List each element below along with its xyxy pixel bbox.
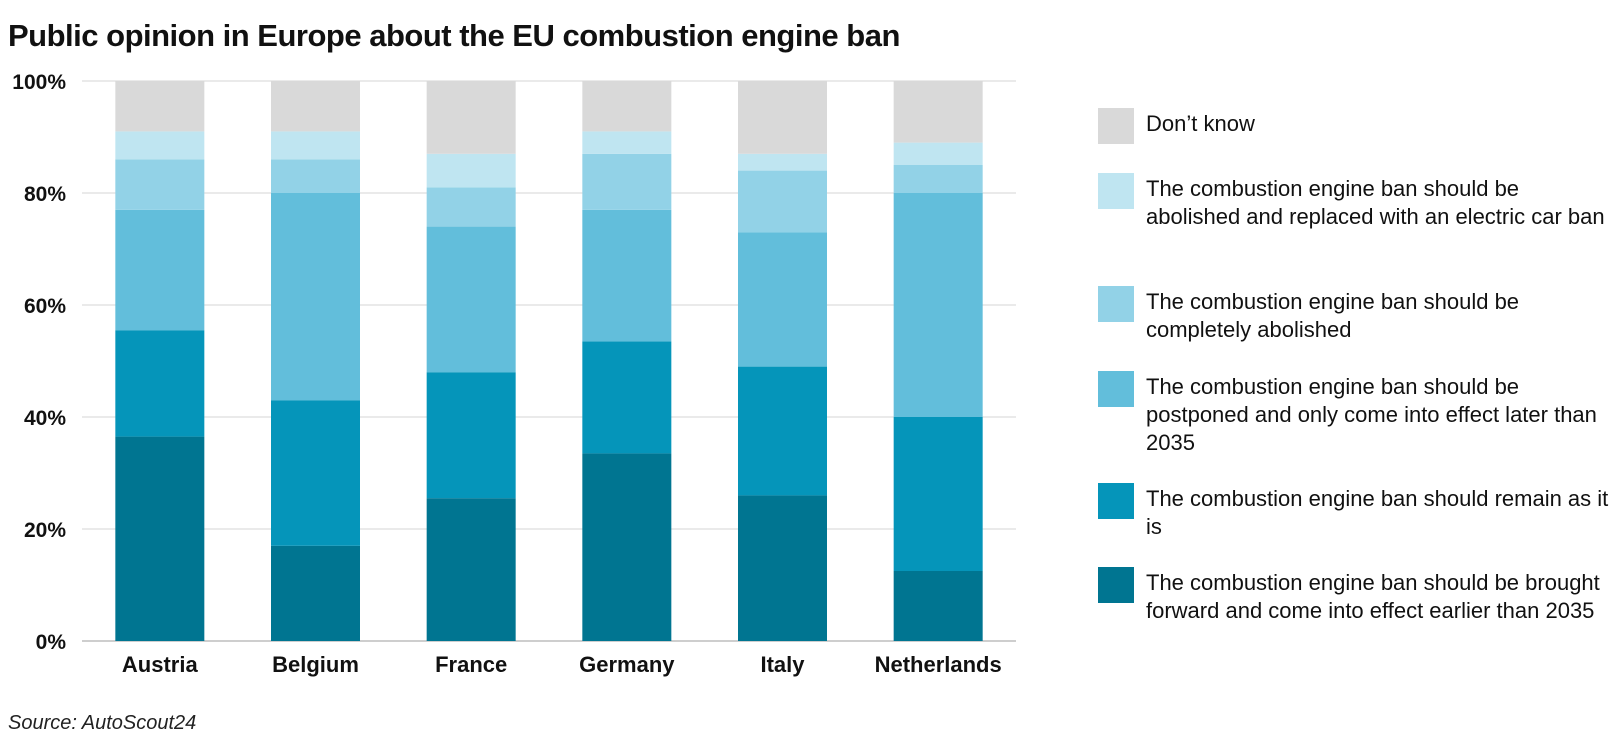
bar-segment (582, 153, 672, 210)
x-axis-category-labels: Austria Belgium France Germany Italy Netherla… (122, 652, 1002, 677)
legend-item: The combustion engine ban should be post… (1098, 371, 1616, 457)
bar-segment (271, 159, 360, 193)
bar-segment (582, 341, 672, 454)
legend-label: The combustion engine ban should be brou… (1146, 570, 1600, 623)
legend-label: The combustion engine ban should remain … (1146, 486, 1609, 539)
legend-swatch (1098, 173, 1134, 209)
bar-segment (426, 372, 516, 499)
x-category-label: Italy (760, 652, 805, 677)
y-tick-label: 40% (24, 407, 66, 430)
bar-segment (893, 193, 983, 417)
source-note: Source: AutoScout24 (8, 712, 197, 734)
bar-stacks (115, 81, 983, 641)
bar-segment (582, 81, 672, 132)
bar-stack-germany (582, 81, 672, 641)
bar-stack-france (426, 81, 516, 641)
bar-segment (271, 193, 360, 401)
legend-item: Don’t know (1098, 108, 1616, 144)
legend-label: The combustion engine ban should be abol… (1146, 176, 1605, 229)
chart-title: Public opinion in Europe about the EU co… (8, 18, 900, 53)
bar-segment (738, 495, 827, 641)
legend-label: The combustion engine ban should be post… (1146, 374, 1597, 455)
bar-segment (271, 545, 360, 641)
legend-label: Don’t know (1146, 111, 1255, 136)
bar-segment (271, 400, 360, 546)
bar-segment (115, 209, 205, 331)
bar-segment (893, 81, 983, 143)
bar-segment (738, 232, 827, 367)
bar-chart: 0% 20% 40% 60% 80% 100% Austria Belgium France G… (12, 71, 1016, 677)
bar-segment (582, 209, 672, 342)
bar-segment (426, 153, 516, 188)
bar-segment (426, 187, 516, 227)
x-category-label: Germany (579, 652, 675, 677)
legend-item: The combustion engine ban should remain … (1098, 483, 1616, 541)
bar-stack-austria (115, 81, 205, 641)
bar-segment (738, 170, 827, 233)
bar-stack-belgium (271, 81, 360, 641)
bar-segment (582, 131, 672, 154)
bar-segment (738, 153, 827, 171)
x-category-label: France (435, 652, 507, 677)
legend-item: The combustion engine ban should be abol… (1098, 173, 1616, 231)
y-tick-label: 20% (24, 519, 66, 542)
legend-item: The combustion engine ban should be comp… (1098, 286, 1616, 344)
y-tick-label: 100% (12, 71, 66, 94)
y-tick-label: 60% (24, 295, 66, 318)
legend-item: The combustion engine ban should be brou… (1098, 567, 1616, 625)
y-tick-label: 80% (24, 183, 66, 206)
bar-segment (893, 142, 983, 165)
x-category-label: Netherlands (875, 652, 1002, 677)
bar-segment (271, 81, 360, 132)
legend-swatch (1098, 108, 1134, 144)
bar-segment (738, 366, 827, 496)
bar-segment (115, 159, 205, 210)
bar-segment (115, 436, 205, 641)
bar-stack-italy (738, 81, 827, 641)
legend-swatch (1098, 371, 1134, 407)
legend-label: The combustion engine ban should be comp… (1146, 289, 1520, 342)
bar-segment (738, 81, 827, 154)
bar-segment (893, 417, 983, 571)
bar-segment (426, 81, 516, 154)
x-category-label: Austria (122, 652, 199, 677)
x-category-label: Belgium (272, 652, 359, 677)
bar-segment (271, 131, 360, 160)
gridlines (82, 80, 1016, 642)
bar-segment (115, 131, 205, 160)
bar-segment (115, 330, 205, 437)
y-tick-label: 0% (36, 631, 67, 654)
bar-segment (893, 571, 983, 641)
bar-segment (426, 226, 516, 373)
bar-segment (115, 81, 205, 132)
bar-segment (582, 453, 672, 641)
legend-swatch (1098, 286, 1134, 322)
y-axis-tick-labels: 0% 20% 40% 60% 80% 100% (12, 71, 66, 654)
bar-segment (893, 165, 983, 193)
legend-swatch (1098, 483, 1134, 519)
bar-stack-netherlands (893, 81, 983, 641)
legend-swatch (1098, 567, 1134, 603)
bar-segment (426, 498, 516, 641)
